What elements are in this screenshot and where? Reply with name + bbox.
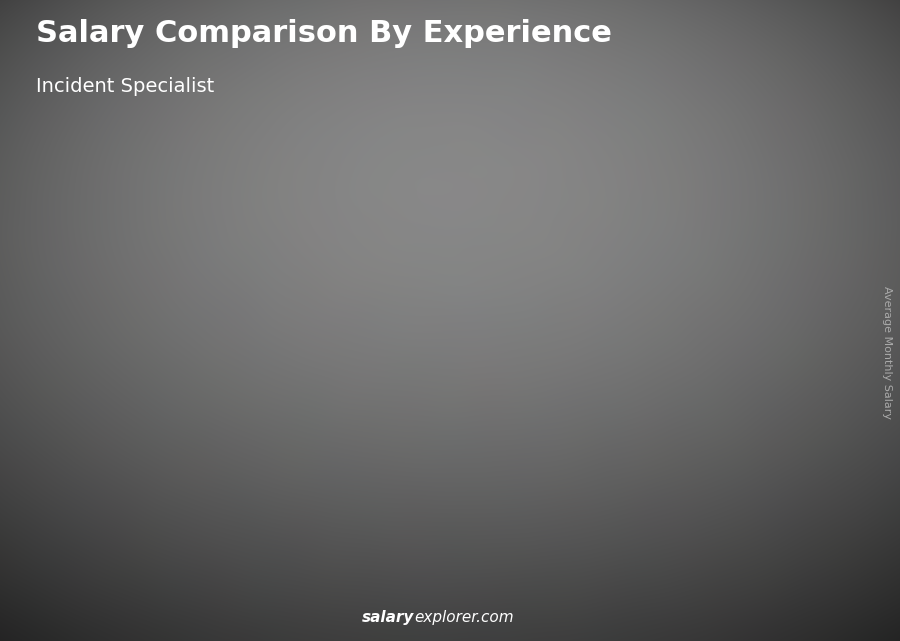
Polygon shape: [322, 355, 399, 577]
Text: Average Monthly Salary: Average Monthly Salary: [881, 286, 892, 419]
Bar: [758, 53, 828, 72]
Polygon shape: [450, 308, 542, 311]
Polygon shape: [195, 419, 272, 577]
Polygon shape: [68, 456, 144, 577]
Bar: [758, 72, 828, 93]
Polygon shape: [653, 285, 669, 577]
Text: salary: salary: [362, 610, 414, 625]
Text: +8%: +8%: [642, 224, 691, 243]
Text: explorer.com: explorer.com: [414, 610, 514, 625]
Polygon shape: [195, 416, 287, 419]
Text: 2,560 OMR: 2,560 OMR: [490, 266, 571, 279]
Text: 2,760 OMR: 2,760 OMR: [616, 244, 698, 256]
Polygon shape: [68, 453, 159, 456]
Polygon shape: [272, 416, 287, 577]
Polygon shape: [399, 353, 414, 577]
Text: +9%: +9%: [514, 230, 563, 249]
Polygon shape: [577, 287, 653, 577]
Text: 1,070 OMR: 1,070 OMR: [0, 435, 61, 447]
Polygon shape: [705, 262, 796, 265]
Text: 1,400 OMR: 1,400 OMR: [107, 397, 189, 410]
Polygon shape: [577, 285, 669, 287]
Text: 2,350 OMR: 2,350 OMR: [362, 290, 444, 303]
Polygon shape: [781, 262, 797, 577]
Polygon shape: [705, 265, 781, 577]
Text: Incident Specialist: Incident Specialist: [36, 77, 214, 96]
Text: ✦: ✦: [746, 58, 753, 67]
Text: 1,960 OMR: 1,960 OMR: [235, 334, 316, 347]
Text: Salary Comparison By Experience: Salary Comparison By Experience: [36, 19, 612, 48]
Bar: [758, 32, 828, 53]
Text: +31%: +31%: [125, 331, 188, 351]
Polygon shape: [526, 308, 542, 577]
Text: +40%: +40%: [253, 275, 316, 294]
Polygon shape: [322, 353, 414, 355]
Text: +20%: +20%: [380, 247, 443, 266]
Bar: [742, 32, 758, 93]
Polygon shape: [144, 453, 159, 577]
Polygon shape: [450, 311, 526, 577]
